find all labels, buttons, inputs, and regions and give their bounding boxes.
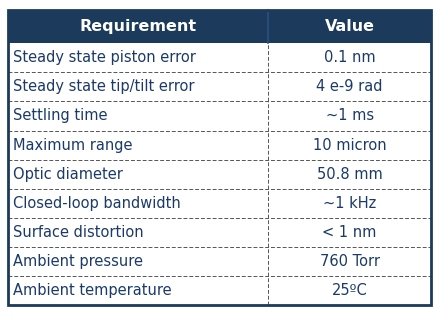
Text: Steady state tip/tilt error: Steady state tip/tilt error <box>13 79 194 94</box>
Text: Surface distortion: Surface distortion <box>13 225 144 240</box>
Text: < 1 nm: < 1 nm <box>321 225 376 240</box>
Text: 50.8 mm: 50.8 mm <box>316 167 381 182</box>
Text: Settling time: Settling time <box>13 108 107 124</box>
Text: 0.1 nm: 0.1 nm <box>323 50 374 65</box>
Text: Optic diameter: Optic diameter <box>13 167 123 182</box>
Text: Ambient temperature: Ambient temperature <box>13 283 171 298</box>
Text: 10 micron: 10 micron <box>312 138 385 153</box>
Text: Ambient pressure: Ambient pressure <box>13 254 143 269</box>
Text: Maximum range: Maximum range <box>13 138 132 153</box>
Text: 4 e-9 rad: 4 e-9 rad <box>316 79 382 94</box>
Text: ~1 ms: ~1 ms <box>325 108 373 124</box>
Text: Requirement: Requirement <box>79 19 196 34</box>
Text: 760 Torr: 760 Torr <box>319 254 379 269</box>
Bar <box>8 10 430 43</box>
Text: 25ºC: 25ºC <box>331 283 367 298</box>
Text: Value: Value <box>324 19 374 34</box>
Text: ~1 kHz: ~1 kHz <box>322 196 375 211</box>
Text: Closed-loop bandwidth: Closed-loop bandwidth <box>13 196 180 211</box>
Text: Steady state piston error: Steady state piston error <box>13 50 196 65</box>
